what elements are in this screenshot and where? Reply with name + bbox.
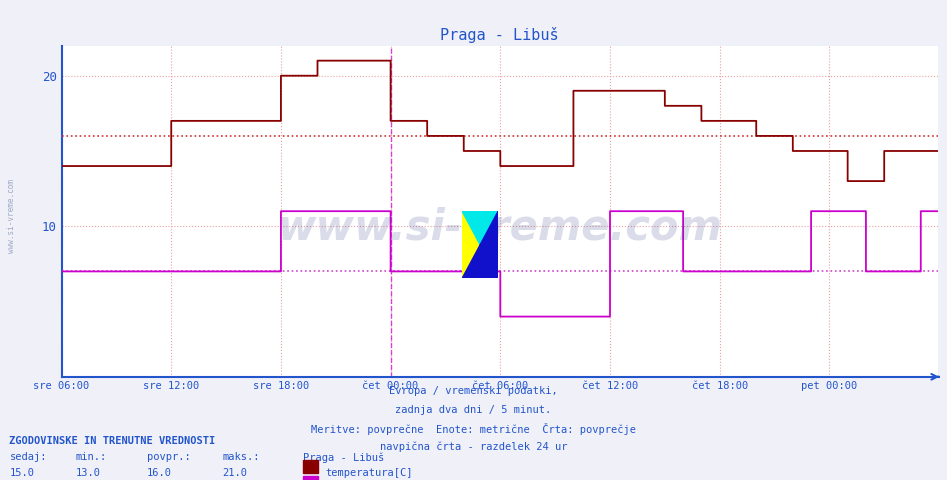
- Polygon shape: [462, 245, 498, 278]
- Text: 13.0: 13.0: [76, 468, 100, 479]
- Text: 21.0: 21.0: [223, 468, 247, 479]
- Text: www.si-vreme.com: www.si-vreme.com: [277, 207, 722, 249]
- Polygon shape: [462, 211, 480, 278]
- Text: ZGODOVINSKE IN TRENUTNE VREDNOSTI: ZGODOVINSKE IN TRENUTNE VREDNOSTI: [9, 436, 216, 446]
- Text: temperatura[C]: temperatura[C]: [326, 468, 413, 479]
- Text: Meritve: povprečne  Enote: metrične  Črta: povprečje: Meritve: povprečne Enote: metrične Črta:…: [311, 423, 636, 435]
- Title: Praga - Libuš: Praga - Libuš: [440, 27, 559, 43]
- Text: Praga - Libuš: Praga - Libuš: [303, 452, 384, 463]
- Polygon shape: [480, 211, 498, 278]
- Text: maks.:: maks.:: [223, 452, 260, 462]
- Polygon shape: [462, 211, 498, 245]
- Text: sedaj:: sedaj:: [9, 452, 47, 462]
- Text: www.si-vreme.com: www.si-vreme.com: [7, 179, 16, 253]
- Text: 15.0: 15.0: [9, 468, 34, 479]
- Text: navpična črta - razdelek 24 ur: navpična črta - razdelek 24 ur: [380, 441, 567, 452]
- Text: min.:: min.:: [76, 452, 107, 462]
- Text: 16.0: 16.0: [147, 468, 171, 479]
- Text: povpr.:: povpr.:: [147, 452, 190, 462]
- Text: zadnja dva dni / 5 minut.: zadnja dva dni / 5 minut.: [396, 405, 551, 415]
- Text: Evropa / vremenski podatki,: Evropa / vremenski podatki,: [389, 386, 558, 396]
